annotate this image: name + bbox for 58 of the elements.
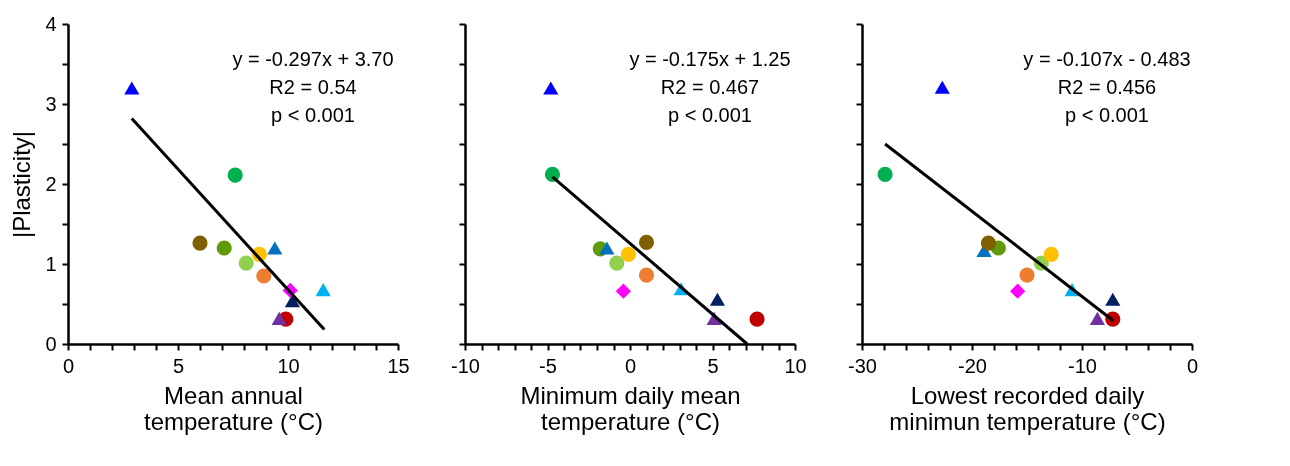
point	[192, 235, 208, 251]
annotation: R2 = 0.456	[1057, 76, 1157, 98]
point	[238, 255, 254, 271]
point	[638, 267, 655, 283]
annotation: R2 = 0.54	[269, 76, 357, 98]
point	[709, 292, 726, 306]
x-tick-label: 0	[624, 354, 637, 377]
annotation: y = -0.175x + 1.25	[629, 48, 791, 70]
annotation: R2 = 0.467	[660, 76, 760, 98]
point	[980, 235, 997, 251]
y-tick-label: 4	[45, 12, 57, 35]
point	[599, 241, 615, 255]
x-tick-label: 5	[172, 354, 185, 377]
point	[1043, 246, 1059, 262]
x-tick-label: -20	[958, 354, 987, 377]
point	[620, 246, 636, 262]
point	[1089, 311, 1105, 325]
point	[227, 167, 243, 183]
y-axis-title: |Plasticity|	[8, 130, 36, 239]
point	[216, 240, 232, 256]
annotation: p < 0.001	[271, 104, 355, 126]
point	[544, 166, 561, 182]
x-tick-label: 0	[62, 354, 75, 377]
point	[267, 241, 283, 255]
point	[1105, 292, 1121, 306]
x-tick-label: 0	[1186, 354, 1199, 377]
x-tick-label: 15	[387, 354, 410, 377]
point	[256, 268, 272, 284]
x-axis-title: Mean annual temperature (°C)	[144, 381, 323, 435]
x-tick-label: 10	[784, 354, 807, 377]
annotation: p < 0.001	[668, 104, 752, 126]
point	[749, 311, 765, 327]
y-tick-label: 3	[45, 92, 57, 115]
point	[934, 80, 950, 94]
x-tick-label: -5	[539, 354, 557, 377]
x-tick-label: -10	[1068, 354, 1097, 377]
y-tick-label: 1	[45, 252, 57, 275]
x-axis-title: Lowest recorded daily minimun temperature (°C)	[889, 381, 1166, 435]
y-tick-label: 2	[45, 172, 57, 195]
point	[124, 81, 140, 95]
point	[315, 283, 331, 297]
point	[609, 255, 625, 271]
annotation: y = -0.107x - 0.483	[1023, 48, 1191, 70]
point	[877, 166, 893, 182]
point	[1010, 283, 1026, 299]
y-tick-label: 0	[45, 332, 57, 355]
point	[615, 283, 631, 299]
x-tick-label: 5	[707, 354, 719, 377]
x-tick-label: 10	[277, 354, 300, 377]
x-tick-label: -30	[848, 354, 877, 377]
annotation: p < 0.001	[1065, 104, 1149, 126]
point	[638, 234, 655, 250]
point	[543, 81, 559, 95]
point	[1019, 267, 1035, 283]
annotation: y = -0.297x + 3.70	[232, 48, 394, 70]
point	[271, 311, 287, 325]
x-axis-title: Minimum daily mean temperature (°C)	[520, 381, 741, 435]
x-tick-label: -10	[451, 354, 480, 377]
